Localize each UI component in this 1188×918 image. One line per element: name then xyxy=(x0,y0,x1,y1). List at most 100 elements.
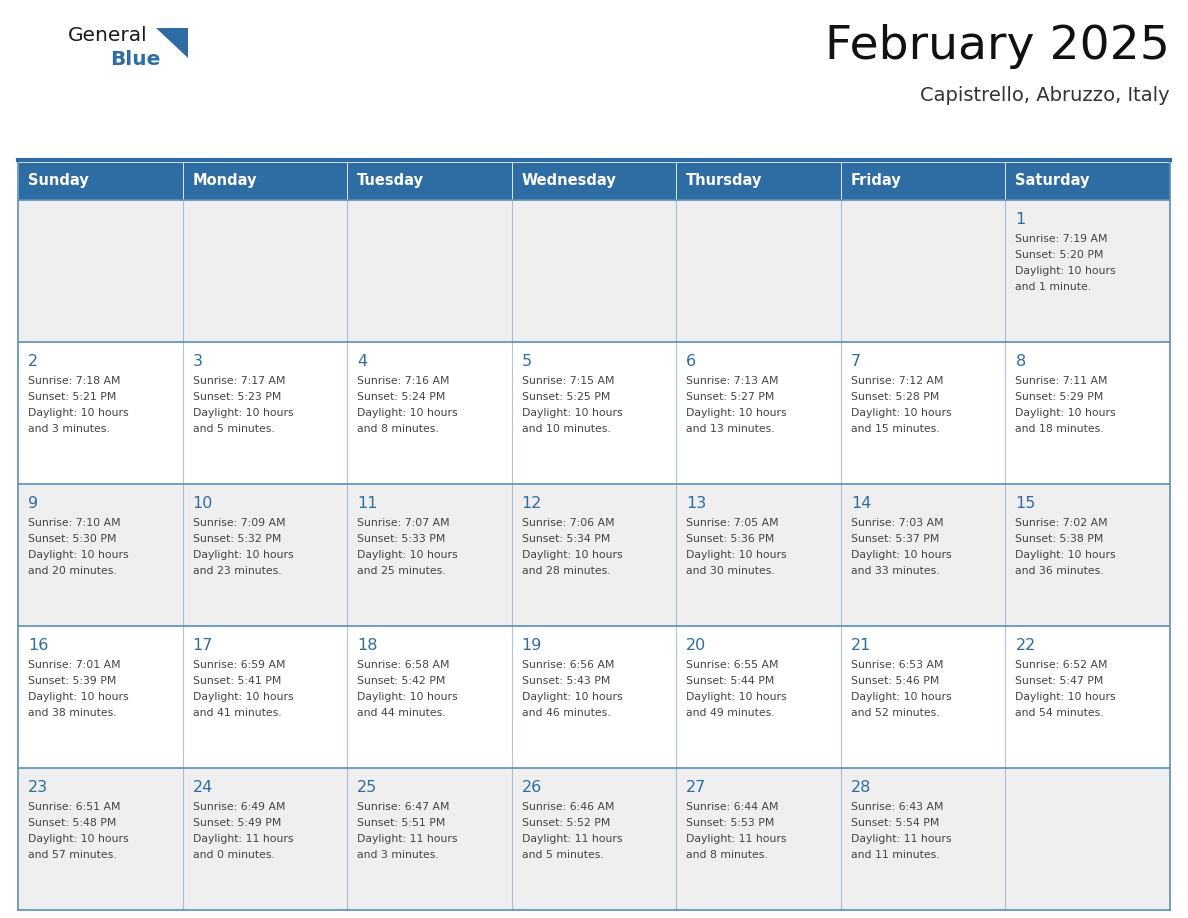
Polygon shape xyxy=(156,28,188,58)
Text: Blue: Blue xyxy=(110,50,160,69)
Text: and 20 minutes.: and 20 minutes. xyxy=(29,566,116,576)
Text: 11: 11 xyxy=(358,496,378,511)
Text: and 10 minutes.: and 10 minutes. xyxy=(522,424,611,434)
Text: 1: 1 xyxy=(1016,212,1025,227)
Text: Sunset: 5:21 PM: Sunset: 5:21 PM xyxy=(29,392,116,402)
Text: Sunrise: 7:19 AM: Sunrise: 7:19 AM xyxy=(1016,234,1108,244)
Text: and 13 minutes.: and 13 minutes. xyxy=(687,424,775,434)
Text: Sunrise: 7:09 AM: Sunrise: 7:09 AM xyxy=(192,518,285,528)
Text: Sunset: 5:34 PM: Sunset: 5:34 PM xyxy=(522,534,611,544)
Text: 22: 22 xyxy=(1016,638,1036,653)
Text: Daylight: 10 hours: Daylight: 10 hours xyxy=(29,834,128,844)
Text: Daylight: 11 hours: Daylight: 11 hours xyxy=(687,834,786,844)
Text: 13: 13 xyxy=(687,496,707,511)
Text: Sunset: 5:43 PM: Sunset: 5:43 PM xyxy=(522,676,611,686)
Text: Sunset: 5:52 PM: Sunset: 5:52 PM xyxy=(522,818,611,828)
Bar xyxy=(18,200,1170,342)
Text: Daylight: 11 hours: Daylight: 11 hours xyxy=(358,834,457,844)
Text: 15: 15 xyxy=(1016,496,1036,511)
Text: and 33 minutes.: and 33 minutes. xyxy=(851,566,940,576)
Text: Sunrise: 6:47 AM: Sunrise: 6:47 AM xyxy=(358,802,449,812)
Text: Sunrise: 6:49 AM: Sunrise: 6:49 AM xyxy=(192,802,285,812)
Bar xyxy=(18,484,1170,626)
Text: Sunset: 5:47 PM: Sunset: 5:47 PM xyxy=(1016,676,1104,686)
Text: and 38 minutes.: and 38 minutes. xyxy=(29,708,116,718)
Text: and 23 minutes.: and 23 minutes. xyxy=(192,566,282,576)
Text: Sunrise: 7:18 AM: Sunrise: 7:18 AM xyxy=(29,376,120,386)
Text: 28: 28 xyxy=(851,780,871,795)
Text: Sunrise: 7:16 AM: Sunrise: 7:16 AM xyxy=(358,376,449,386)
Text: 17: 17 xyxy=(192,638,213,653)
Text: Daylight: 10 hours: Daylight: 10 hours xyxy=(522,408,623,418)
Text: Sunday: Sunday xyxy=(29,174,89,188)
Text: Sunset: 5:54 PM: Sunset: 5:54 PM xyxy=(851,818,940,828)
Text: Sunset: 5:28 PM: Sunset: 5:28 PM xyxy=(851,392,940,402)
Bar xyxy=(1005,162,1170,200)
Text: 14: 14 xyxy=(851,496,871,511)
Text: Daylight: 10 hours: Daylight: 10 hours xyxy=(358,408,457,418)
Text: Tuesday: Tuesday xyxy=(358,174,424,188)
Text: 24: 24 xyxy=(192,780,213,795)
Text: Sunset: 5:51 PM: Sunset: 5:51 PM xyxy=(358,818,446,828)
Text: and 3 minutes.: and 3 minutes. xyxy=(358,850,438,860)
Text: 7: 7 xyxy=(851,354,861,369)
Text: Sunrise: 6:53 AM: Sunrise: 6:53 AM xyxy=(851,660,943,670)
Text: and 18 minutes.: and 18 minutes. xyxy=(1016,424,1104,434)
Text: 12: 12 xyxy=(522,496,542,511)
Text: and 15 minutes.: and 15 minutes. xyxy=(851,424,940,434)
Text: Sunrise: 7:13 AM: Sunrise: 7:13 AM xyxy=(687,376,779,386)
Text: Daylight: 10 hours: Daylight: 10 hours xyxy=(1016,408,1116,418)
Text: Daylight: 10 hours: Daylight: 10 hours xyxy=(522,692,623,702)
Text: and 11 minutes.: and 11 minutes. xyxy=(851,850,940,860)
Text: General: General xyxy=(68,26,147,45)
Text: Sunset: 5:32 PM: Sunset: 5:32 PM xyxy=(192,534,280,544)
Text: Daylight: 10 hours: Daylight: 10 hours xyxy=(192,692,293,702)
Text: Sunset: 5:37 PM: Sunset: 5:37 PM xyxy=(851,534,940,544)
Text: Sunset: 5:27 PM: Sunset: 5:27 PM xyxy=(687,392,775,402)
Bar xyxy=(18,626,1170,768)
Text: Sunset: 5:29 PM: Sunset: 5:29 PM xyxy=(1016,392,1104,402)
Bar xyxy=(18,768,1170,910)
Text: Sunrise: 7:03 AM: Sunrise: 7:03 AM xyxy=(851,518,943,528)
Text: Daylight: 10 hours: Daylight: 10 hours xyxy=(192,408,293,418)
Text: Sunrise: 7:17 AM: Sunrise: 7:17 AM xyxy=(192,376,285,386)
Text: 2: 2 xyxy=(29,354,38,369)
Text: and 41 minutes.: and 41 minutes. xyxy=(192,708,282,718)
Text: Friday: Friday xyxy=(851,174,902,188)
Text: 26: 26 xyxy=(522,780,542,795)
Text: 8: 8 xyxy=(1016,354,1025,369)
Text: Thursday: Thursday xyxy=(687,174,763,188)
Text: 21: 21 xyxy=(851,638,871,653)
Text: Capistrello, Abruzzo, Italy: Capistrello, Abruzzo, Italy xyxy=(921,86,1170,105)
Text: Sunrise: 7:15 AM: Sunrise: 7:15 AM xyxy=(522,376,614,386)
Text: Sunrise: 7:11 AM: Sunrise: 7:11 AM xyxy=(1016,376,1108,386)
Text: and 36 minutes.: and 36 minutes. xyxy=(1016,566,1104,576)
Text: 10: 10 xyxy=(192,496,213,511)
Text: and 28 minutes.: and 28 minutes. xyxy=(522,566,611,576)
Text: Daylight: 10 hours: Daylight: 10 hours xyxy=(358,550,457,560)
Text: Sunrise: 6:56 AM: Sunrise: 6:56 AM xyxy=(522,660,614,670)
Text: Daylight: 11 hours: Daylight: 11 hours xyxy=(851,834,952,844)
Text: Sunset: 5:36 PM: Sunset: 5:36 PM xyxy=(687,534,775,544)
Bar xyxy=(18,342,1170,484)
Text: Sunrise: 7:07 AM: Sunrise: 7:07 AM xyxy=(358,518,450,528)
Text: 4: 4 xyxy=(358,354,367,369)
Text: 27: 27 xyxy=(687,780,707,795)
Text: Sunrise: 6:44 AM: Sunrise: 6:44 AM xyxy=(687,802,779,812)
Text: Daylight: 10 hours: Daylight: 10 hours xyxy=(522,550,623,560)
Bar xyxy=(18,162,183,200)
Text: and 0 minutes.: and 0 minutes. xyxy=(192,850,274,860)
Text: Saturday: Saturday xyxy=(1016,174,1089,188)
Bar xyxy=(512,162,676,200)
Text: Sunrise: 7:05 AM: Sunrise: 7:05 AM xyxy=(687,518,779,528)
Text: Sunrise: 7:01 AM: Sunrise: 7:01 AM xyxy=(29,660,121,670)
Bar xyxy=(183,162,347,200)
Text: 18: 18 xyxy=(358,638,378,653)
Text: Sunrise: 7:06 AM: Sunrise: 7:06 AM xyxy=(522,518,614,528)
Text: 3: 3 xyxy=(192,354,203,369)
Text: Daylight: 10 hours: Daylight: 10 hours xyxy=(851,692,952,702)
Text: and 8 minutes.: and 8 minutes. xyxy=(358,424,438,434)
Text: Sunset: 5:30 PM: Sunset: 5:30 PM xyxy=(29,534,116,544)
Text: Sunrise: 7:02 AM: Sunrise: 7:02 AM xyxy=(1016,518,1108,528)
Text: 20: 20 xyxy=(687,638,707,653)
